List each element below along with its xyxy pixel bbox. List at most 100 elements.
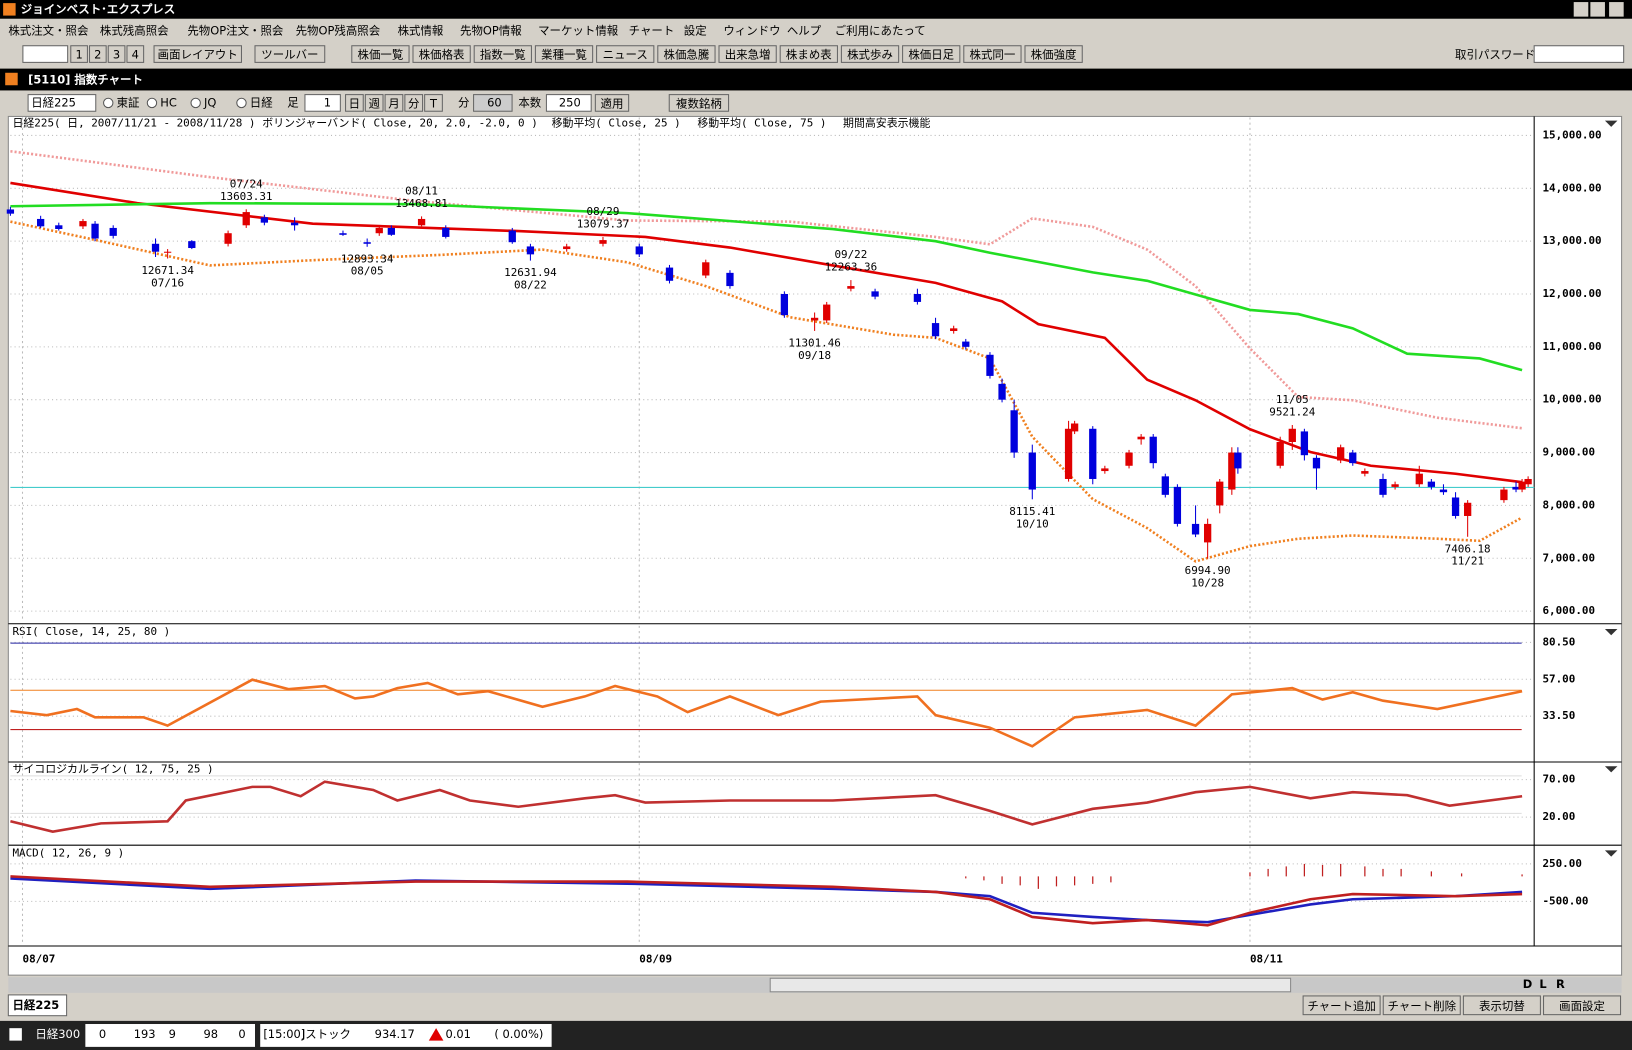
panel-menu[interactable]	[1604, 766, 1618, 773]
status-check[interactable]	[9, 1028, 22, 1041]
button-label: 画面設定	[1559, 999, 1605, 1013]
period-button[interactable]	[345, 94, 364, 112]
candle-body	[290, 222, 299, 226]
button[interactable]	[596, 45, 655, 63]
button[interactable]	[1543, 995, 1622, 1016]
annotation-date: 08/22	[514, 279, 547, 292]
nav-button[interactable]: D	[1523, 977, 1533, 991]
menu-item[interactable]: ご利用にあたって	[835, 24, 926, 38]
close[interactable]	[1609, 2, 1624, 17]
input[interactable]	[22, 45, 69, 63]
dropdown[interactable]	[254, 45, 326, 63]
label: 分	[458, 95, 469, 109]
button[interactable]	[657, 45, 716, 63]
symbol-select[interactable]	[27, 94, 97, 112]
candle-body	[508, 230, 516, 243]
page-button[interactable]	[107, 45, 126, 63]
button[interactable]	[963, 45, 1022, 63]
button-label: 出来急増	[725, 48, 771, 62]
annotation-price: 8115.41	[1009, 505, 1055, 518]
menu-item[interactable]: マーケット情報	[538, 24, 619, 38]
annotation-price: 6994.90	[1185, 564, 1231, 577]
input[interactable]	[304, 94, 341, 112]
button[interactable]	[1302, 995, 1381, 1016]
page-button[interactable]	[70, 45, 88, 63]
radio[interactable]	[146, 97, 158, 109]
radio[interactable]	[103, 97, 114, 109]
radio[interactable]	[190, 97, 201, 109]
candle-body	[1361, 471, 1369, 474]
button-label: 指数一覧	[480, 48, 526, 62]
y-tick-label: 7,000.00	[1542, 551, 1595, 564]
button-label: 株式同一	[970, 48, 1016, 62]
menu-item[interactable]: 先物OP注文・照会	[187, 24, 284, 38]
annotation-price: 12631.94	[504, 266, 557, 279]
y-tick-label: 14,000.00	[1542, 181, 1601, 194]
page-button[interactable]	[126, 45, 145, 63]
label: 本数	[518, 95, 541, 109]
panel-menu[interactable]	[1604, 120, 1618, 127]
nav-button[interactable]: R	[1556, 977, 1565, 991]
candle-body	[375, 227, 383, 234]
menu-item[interactable]: 先物OP残高照会	[296, 24, 381, 38]
y-tick-label: 12,000.00	[1542, 287, 1601, 300]
button[interactable]	[1462, 995, 1541, 1016]
candle-body	[224, 233, 232, 244]
indicator-line	[10, 875, 1523, 927]
candle-body	[339, 233, 347, 235]
button[interactable]	[351, 45, 410, 63]
chart-window-title: [5110] 指数チャート	[28, 73, 143, 87]
page-button-label: 4	[132, 48, 139, 62]
candle-body	[6, 209, 15, 214]
menu-item[interactable]: 設定	[684, 24, 707, 38]
password-input[interactable]	[1533, 45, 1625, 63]
period-button[interactable]	[424, 94, 443, 112]
annotation-price: 12671.34	[141, 264, 194, 277]
status-count: 98	[203, 1027, 218, 1041]
candle-body	[1216, 481, 1224, 506]
menu-item[interactable]: ウィンドウ	[723, 24, 780, 38]
candle-body	[387, 227, 395, 235]
button[interactable]	[594, 94, 630, 112]
minimize[interactable]	[1573, 2, 1589, 17]
candle-body	[1149, 436, 1157, 464]
button[interactable]	[1024, 45, 1083, 63]
button[interactable]	[718, 45, 777, 63]
panel-menu[interactable]	[1604, 628, 1618, 636]
button[interactable]	[412, 45, 471, 63]
period-button[interactable]	[384, 94, 404, 112]
maximize[interactable]	[1590, 2, 1605, 17]
menu-item[interactable]: 株式注文・照会	[8, 24, 89, 38]
candle-body	[913, 294, 922, 302]
page-button[interactable]	[88, 45, 107, 63]
status-time: [15:00]	[263, 1027, 305, 1041]
menu-item[interactable]: 先物OP情報	[460, 24, 522, 38]
tab[interactable]	[7, 994, 68, 1017]
candle-body	[931, 323, 940, 337]
menu-item[interactable]: ヘルプ	[787, 24, 822, 38]
input[interactable]	[545, 94, 592, 112]
button[interactable]	[668, 94, 730, 112]
button[interactable]	[473, 45, 532, 63]
button[interactable]	[779, 45, 838, 63]
period-button[interactable]	[364, 94, 384, 112]
scroll-thumb[interactable]	[769, 977, 1292, 993]
menu-item[interactable]: チャート	[629, 24, 675, 38]
button[interactable]	[1382, 995, 1461, 1016]
chart-icon	[5, 72, 18, 86]
menu-item[interactable]: 株式残高照会	[100, 24, 169, 38]
menu-item[interactable]: 株式情報	[398, 24, 444, 38]
annotation-price: 13603.31	[220, 190, 273, 203]
dropdown[interactable]	[153, 45, 242, 63]
input[interactable]	[473, 94, 513, 112]
button[interactable]	[840, 45, 900, 63]
period-button[interactable]	[404, 94, 424, 112]
button[interactable]	[534, 45, 594, 63]
y-tick-label: 9,000.00	[1542, 446, 1595, 459]
nav-button[interactable]: L	[1539, 977, 1546, 991]
candle-body	[1451, 497, 1460, 516]
radio[interactable]	[236, 97, 247, 109]
status-market: Jストック	[301, 1027, 351, 1041]
panel-menu[interactable]	[1604, 850, 1618, 857]
button[interactable]	[902, 45, 961, 63]
